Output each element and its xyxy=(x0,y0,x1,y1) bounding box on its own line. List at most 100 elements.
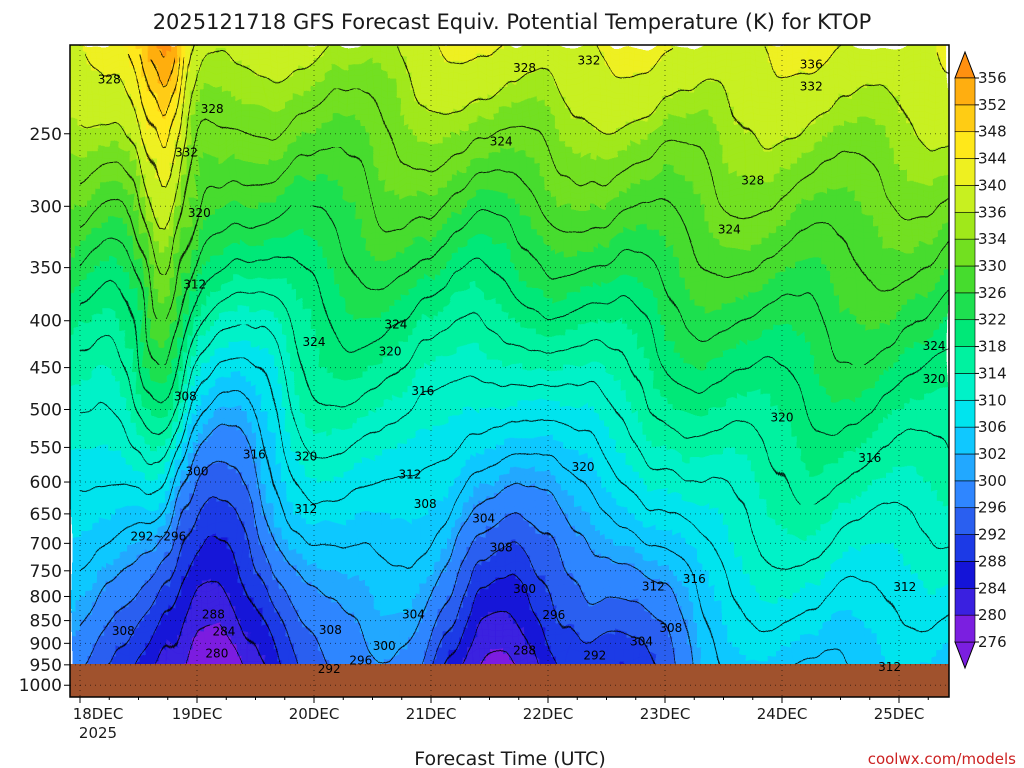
contour-label: 308 xyxy=(414,497,437,511)
contour-line xyxy=(137,54,181,121)
y-tick-label: 700 xyxy=(30,534,62,554)
x-tick-label: 23DEC xyxy=(640,705,691,723)
contour-label: 312 xyxy=(398,468,421,482)
y-tick-label: 600 xyxy=(30,473,62,493)
contour-line xyxy=(79,324,949,571)
colorbar-tick-label: 296 xyxy=(978,499,1007,517)
terrain-surface xyxy=(70,664,949,697)
colorbar-swatch xyxy=(954,158,976,186)
y-tick-label: 550 xyxy=(30,438,62,458)
contour-label: 316 xyxy=(411,384,434,398)
contour-label: 292 xyxy=(318,662,341,676)
colorbar-tick-label: 276 xyxy=(978,633,1007,651)
colorbar-tick-label: 326 xyxy=(978,284,1007,302)
contour-label: 320 xyxy=(923,372,946,386)
credit-link[interactable]: coolwx.com/models xyxy=(868,750,1016,768)
contour-label: 320 xyxy=(572,460,595,474)
contour-label: 300 xyxy=(513,582,536,596)
contour-label: 284 xyxy=(212,625,235,639)
y-tick-label: 650 xyxy=(30,505,62,525)
colorbar-swatch xyxy=(954,373,976,401)
contour-label: 308 xyxy=(659,621,682,635)
contour-label: 316 xyxy=(683,572,706,586)
colorbar-extend-top xyxy=(954,50,976,79)
colorbar-tick-label: 318 xyxy=(978,338,1007,356)
contour-label: 304 xyxy=(630,635,653,649)
colorbar-tick-label: 284 xyxy=(978,579,1007,597)
colorbar-tick-label: 330 xyxy=(978,257,1007,275)
colorbar-tick-label: 356 xyxy=(978,69,1007,87)
contour-label: 312 xyxy=(878,660,901,674)
contour-label: 324 xyxy=(384,318,407,332)
contour-line xyxy=(153,50,165,60)
colorbar-swatch xyxy=(954,77,976,106)
colorbar-swatch xyxy=(954,211,976,240)
contour-label: 328 xyxy=(98,72,121,86)
contour-label: 296 xyxy=(349,654,372,668)
y-tick-label: 450 xyxy=(30,359,62,379)
x-tick-label: 20DEC xyxy=(289,705,340,723)
contour-line xyxy=(79,290,949,505)
colorbar-tick-label: 292 xyxy=(978,526,1007,544)
colorbar-tick-label: 314 xyxy=(978,364,1007,382)
contour-label: 332 xyxy=(175,145,198,159)
colorbar-tick-label: 344 xyxy=(978,150,1007,168)
colorbar-tick-label: 322 xyxy=(978,311,1007,329)
contour-label: 292 xyxy=(583,649,606,663)
colorbar-swatch xyxy=(954,614,976,643)
contour-line xyxy=(79,45,949,230)
colorbar-tick-label: 302 xyxy=(978,445,1007,463)
y-tick-label: 750 xyxy=(30,562,62,582)
x-tick-label: 18DEC xyxy=(73,705,124,723)
plot-area: 328 328 332 320 312 308 316 300 292~296 308 288 284… xyxy=(70,45,1024,697)
colorbar-swatch xyxy=(954,346,976,374)
colorbar-swatch xyxy=(954,265,976,294)
y-tick-label: 1000 xyxy=(19,676,62,696)
y-tick-label: 850 xyxy=(30,612,62,632)
contour-line xyxy=(79,422,697,678)
contour-label: 320 xyxy=(294,450,317,464)
contour-label: 288 xyxy=(513,643,536,657)
contour-label: 324 xyxy=(303,335,326,349)
colorbar-tick-label: 306 xyxy=(978,418,1007,436)
y-axis: 2503003504004505005506006507007508008509… xyxy=(19,125,70,696)
contour-label: 312 xyxy=(294,502,317,516)
contour-line xyxy=(79,205,949,366)
contour-label: 320 xyxy=(771,410,794,424)
contour-label: 300 xyxy=(186,464,209,478)
contour-line xyxy=(79,457,681,694)
colorbar-swatch xyxy=(954,292,976,321)
chart-title: 2025121718 GFS Forecast Equiv. Potential… xyxy=(153,10,872,34)
contour-label: 324 xyxy=(490,135,513,149)
y-tick-label: 350 xyxy=(30,259,62,279)
contour-label: 336 xyxy=(800,57,823,71)
colorbar-swatch xyxy=(954,453,976,482)
contour-line xyxy=(126,53,186,153)
contour-label: 316 xyxy=(243,448,266,462)
contour-label: 304 xyxy=(472,512,495,526)
colorbar-tick-label: 340 xyxy=(978,176,1007,194)
colorbar-tick-label: 300 xyxy=(978,472,1007,490)
x-tick-label: 21DEC xyxy=(406,705,457,723)
contour-label: 328 xyxy=(513,61,536,75)
y-tick-label: 800 xyxy=(30,587,62,607)
colorbar-tick-label: 280 xyxy=(978,606,1007,624)
colorbar-swatch xyxy=(954,319,976,347)
contour-label: 324 xyxy=(923,339,946,353)
contour-line xyxy=(147,50,176,90)
contour-label: 320 xyxy=(1005,491,1024,505)
y-tick-label: 250 xyxy=(30,125,62,145)
grid xyxy=(70,45,949,697)
contour-label: 296 xyxy=(542,608,565,622)
x-axis: 18DEC 19DEC 20DEC 21DEC 22DEC 23DEC 24DEC 25DEC xyxy=(73,697,929,723)
contour-label: 312 xyxy=(893,580,916,594)
contour-label: 308 xyxy=(319,623,342,637)
contour-label: 332 xyxy=(577,54,600,68)
x-year-label: 2025 xyxy=(79,724,117,742)
x-axis-label: Forecast Time (UTC) xyxy=(414,748,605,768)
colorbar-swatch xyxy=(954,561,976,589)
colorbar: 276 280 284 288 292 296 300 302 306 310 314 318 322 3… xyxy=(954,50,1007,670)
contour-label: 308 xyxy=(174,390,197,404)
colorbar-tick-label: 310 xyxy=(978,391,1007,409)
